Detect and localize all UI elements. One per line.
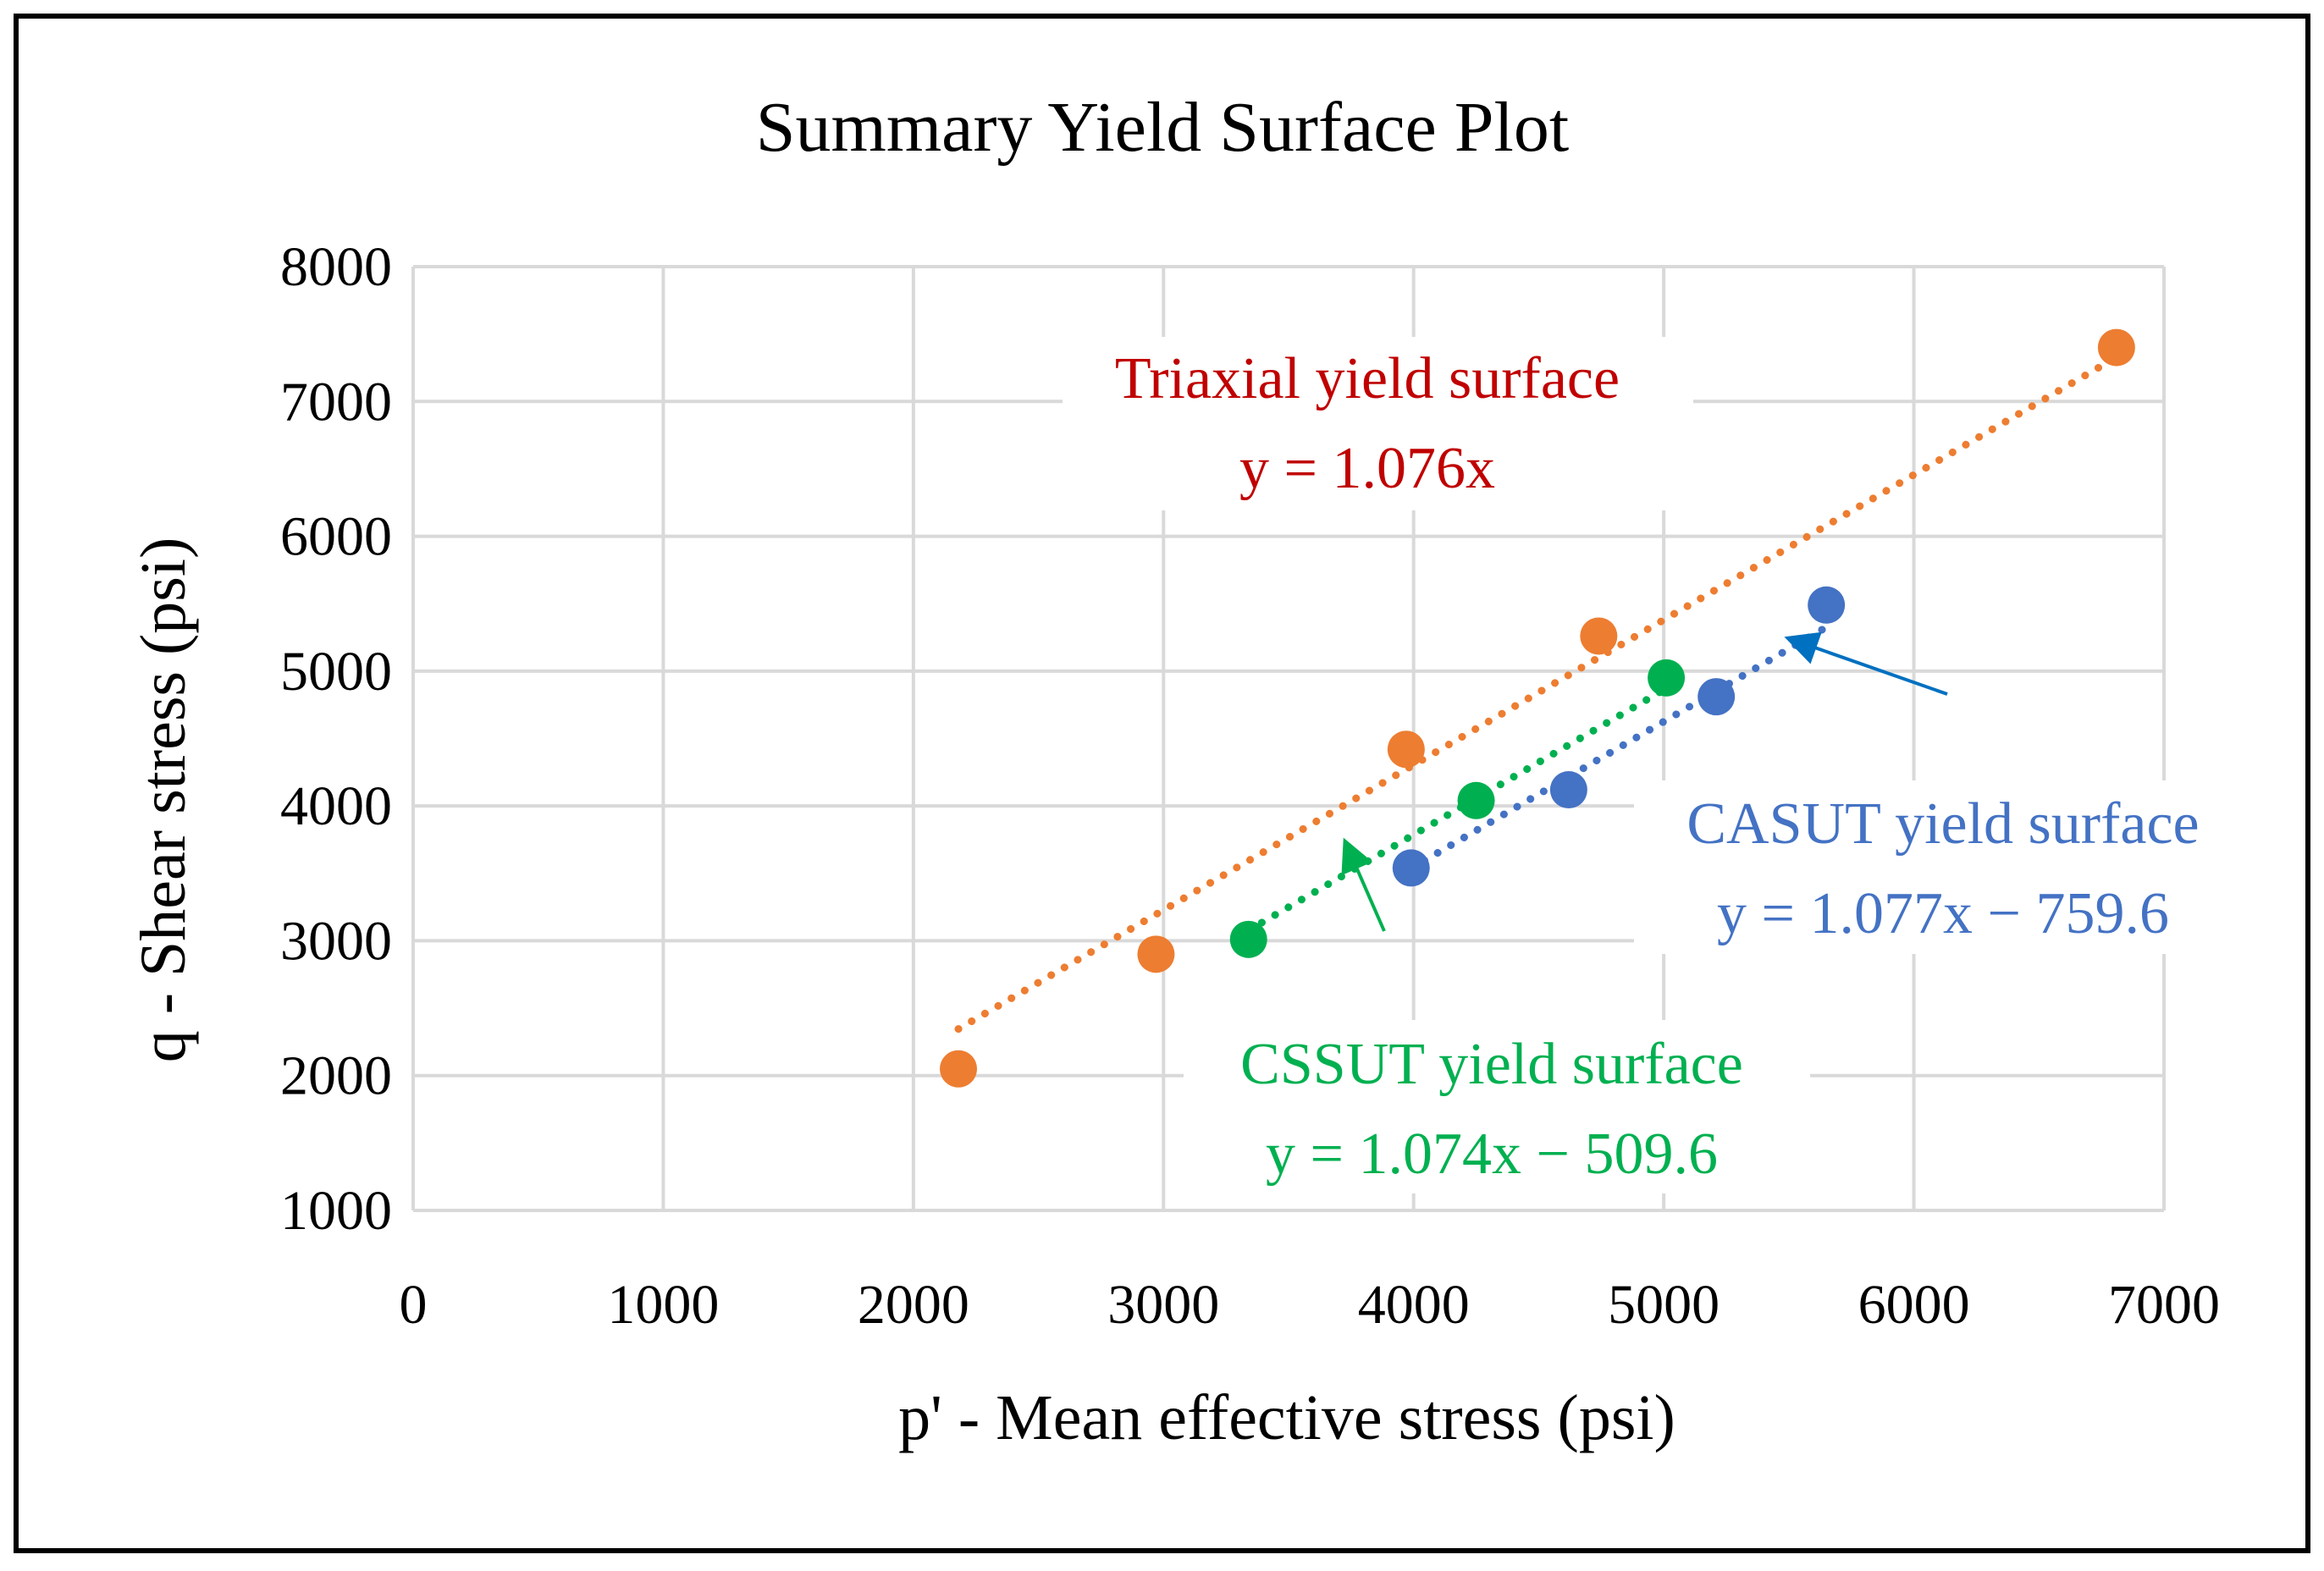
- triaxial-equation: y = 1.076x: [1239, 436, 1495, 501]
- x-tick-label: 7000: [2108, 1274, 2220, 1336]
- casut-point: [1392, 849, 1430, 887]
- x-axis-title: p' - Mean effective stress (psi): [898, 1382, 1675, 1453]
- triaxial-point: [2097, 328, 2135, 367]
- y-tick-label: 5000: [280, 641, 392, 703]
- triaxial-point: [1387, 730, 1425, 769]
- y-tick-label: 8000: [280, 236, 392, 298]
- data-points: [940, 328, 2135, 1088]
- casut-trendline: [1407, 623, 1830, 873]
- triaxial-label: Triaxial yield surface: [1115, 346, 1620, 411]
- cssut-point: [1457, 781, 1495, 819]
- y-tick-label: 2000: [280, 1045, 392, 1107]
- cssut-trendline: [1245, 684, 1670, 934]
- y-axis-title: q - Shear stress (psi): [128, 537, 199, 1063]
- casut-point: [1808, 586, 1846, 624]
- triaxial-point: [1580, 617, 1618, 655]
- x-tick-label: 3000: [1107, 1274, 1219, 1336]
- x-tick-label: 6000: [1858, 1274, 1970, 1336]
- y-tick-label: 7000: [280, 371, 392, 433]
- cssut-annotation-arrow: [1341, 837, 1386, 932]
- casut-annotation-arrow: [1784, 631, 1948, 696]
- triaxial-label-bg: [1063, 337, 1693, 510]
- y-tick-label: 3000: [280, 910, 392, 972]
- casut-point: [1697, 678, 1736, 716]
- cssut-point: [1229, 920, 1267, 958]
- casut-equation: y = 1.077x − 759.6: [1717, 881, 2169, 946]
- y-tick-label: 1000: [280, 1180, 392, 1242]
- x-tick-label: 5000: [1608, 1274, 1720, 1336]
- casut-label: CASUT yield surface: [1686, 791, 2199, 857]
- cssut-label: CSSUT yield surface: [1240, 1032, 1743, 1097]
- x-tick-label: 4000: [1358, 1274, 1470, 1336]
- x-tick-label: 1000: [607, 1274, 719, 1336]
- cssut-equation: y = 1.074x − 509.6: [1266, 1122, 1718, 1187]
- y-tick-label: 4000: [280, 775, 392, 837]
- trendlines: [954, 353, 2121, 1034]
- triaxial-point: [1137, 935, 1175, 973]
- y-tick-label: 6000: [280, 506, 392, 568]
- cssut-point: [1648, 659, 1686, 697]
- casut-point: [1549, 771, 1587, 809]
- chart-title: Summary Yield Surface Plot: [756, 88, 1569, 167]
- triaxial-trendline: [954, 353, 2121, 1034]
- triaxial-point: [940, 1050, 978, 1088]
- x-tick-label: 2000: [858, 1274, 969, 1336]
- cssut-label-bg: [1184, 1020, 1810, 1193]
- casut-label-bg: [1634, 780, 2248, 954]
- x-tick-label: 0: [400, 1274, 428, 1336]
- tick-labels: 0 1000 2000 3000 4000 5000 6000 700010002000300…: [280, 236, 2220, 1336]
